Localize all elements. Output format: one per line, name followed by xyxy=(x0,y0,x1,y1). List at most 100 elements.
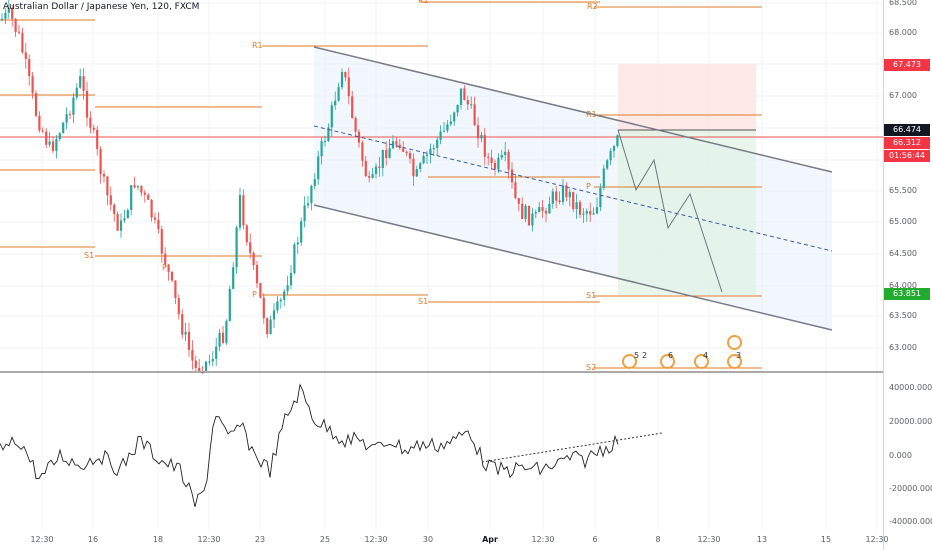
symbol-title[interactable]: Australian Dollar / Japanese Yen, 120, F… xyxy=(3,2,200,12)
time-tick-label: 30 xyxy=(422,535,434,544)
oscillator-tick-label: -40000.000 xyxy=(889,517,932,526)
candle-body xyxy=(483,134,486,157)
event-flag-icon[interactable] xyxy=(727,335,742,350)
candle-body xyxy=(446,124,449,131)
event-count: 3 xyxy=(736,351,742,360)
candle-body xyxy=(476,125,480,139)
projection-path[interactable] xyxy=(617,129,723,293)
candle-body xyxy=(221,332,225,343)
candle-body xyxy=(578,202,582,215)
event-jp-icon[interactable] xyxy=(660,354,675,369)
candle-body xyxy=(582,213,585,215)
price-axis[interactable] xyxy=(883,0,932,550)
candle-body xyxy=(470,104,473,106)
channel-lower-line[interactable] xyxy=(313,204,833,331)
candle-body xyxy=(72,97,75,115)
candle-body xyxy=(17,31,21,33)
candle-body xyxy=(524,205,527,220)
time-tick-label: 12:30 xyxy=(30,535,54,544)
candle-body xyxy=(368,176,371,178)
candle-body xyxy=(238,195,242,228)
event-flag-icon[interactable] xyxy=(622,354,637,369)
candle-body xyxy=(334,100,337,106)
candle-body xyxy=(14,18,17,32)
level-label-r1-top: R1 xyxy=(418,0,429,5)
event-jp-icon[interactable] xyxy=(694,354,709,369)
profit-zone xyxy=(618,130,756,295)
candle-body xyxy=(85,90,89,118)
candle-body xyxy=(0,18,4,20)
candle-body xyxy=(616,135,619,147)
candle-body xyxy=(184,331,187,335)
candle-body xyxy=(11,8,14,19)
candle-body xyxy=(259,283,262,298)
candle-body xyxy=(439,131,442,140)
candle-body xyxy=(31,76,34,94)
price-tick-label: 63.000 xyxy=(889,343,917,352)
candle-body xyxy=(514,182,517,199)
candle-body xyxy=(504,151,507,156)
channel-median-line[interactable] xyxy=(313,125,833,252)
price-tick-label: 63.500 xyxy=(889,311,917,320)
candle-body xyxy=(160,229,163,254)
candle-body xyxy=(225,321,228,343)
candle-body xyxy=(534,212,537,214)
candle-body xyxy=(7,8,10,13)
candle-body xyxy=(252,252,255,266)
candle-body xyxy=(606,160,609,169)
level-label-s2: S2 xyxy=(586,363,597,372)
candle-body xyxy=(408,153,412,159)
candle-body xyxy=(371,174,374,178)
candle-body xyxy=(211,358,214,362)
candle-body xyxy=(555,191,558,201)
candle-body xyxy=(228,288,231,322)
oscillator-trendline[interactable] xyxy=(481,432,663,463)
candle-body xyxy=(21,32,24,53)
price-tick-label: 68.000 xyxy=(889,28,917,37)
candle-body xyxy=(28,58,31,77)
candle-body xyxy=(130,185,133,210)
candle-body xyxy=(58,133,61,140)
candle-body xyxy=(459,88,463,105)
channel-upper-line[interactable] xyxy=(313,46,833,173)
candle-body xyxy=(187,331,191,350)
time-tick-label: 15 xyxy=(820,535,832,544)
level-label-p-c: P xyxy=(586,182,591,191)
candle-body xyxy=(41,130,44,132)
candle-body xyxy=(303,205,306,222)
time-tick-label: Apr xyxy=(482,535,498,544)
event-count: 6 xyxy=(668,351,674,360)
candle-body xyxy=(323,141,327,143)
candle-body xyxy=(106,176,109,196)
candle-body xyxy=(191,349,194,361)
candle-body xyxy=(548,203,551,214)
candle-body xyxy=(531,213,534,226)
candle-body xyxy=(174,280,177,299)
target-zone xyxy=(618,64,756,134)
candle-body xyxy=(269,319,272,335)
candle-body xyxy=(150,199,153,218)
candle-body xyxy=(75,87,78,98)
candle-body xyxy=(565,185,568,198)
candle-body xyxy=(109,195,112,205)
candle-body xyxy=(204,361,208,371)
candle-body xyxy=(170,271,174,281)
candle-body xyxy=(201,372,204,374)
candle-body xyxy=(157,219,160,230)
candle-body xyxy=(218,332,221,347)
candle-body xyxy=(147,194,150,200)
candle-body xyxy=(425,154,429,156)
candle-body xyxy=(527,205,531,226)
event-jp-icon[interactable] xyxy=(727,354,742,369)
candle-body xyxy=(378,166,381,169)
candle-body xyxy=(133,185,136,188)
candle-body xyxy=(215,346,218,359)
candle-body xyxy=(113,204,116,214)
candle-body xyxy=(266,318,269,335)
candle-body xyxy=(164,253,167,265)
candle-body xyxy=(181,314,184,335)
candle-body xyxy=(208,361,211,363)
candle-body xyxy=(388,148,391,159)
candle-body xyxy=(398,144,401,149)
